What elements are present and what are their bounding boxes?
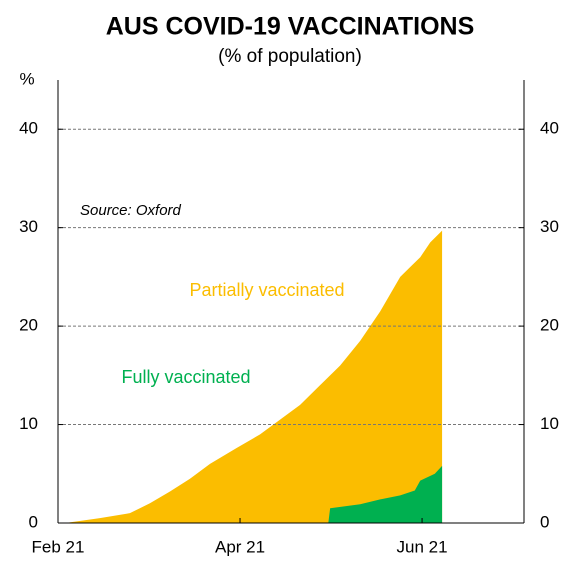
y2-tick-label: 30 xyxy=(540,217,559,236)
y-tick-label: 0 xyxy=(29,512,38,531)
source-note: Source: Oxford xyxy=(80,202,182,219)
y-tick-label: 10 xyxy=(19,414,38,433)
y2-tick-label: 20 xyxy=(540,316,559,335)
x-tick-label: Feb 21 xyxy=(32,537,85,556)
area xyxy=(65,230,443,523)
chart-title: AUS COVID-19 VACCINATIONS xyxy=(106,13,475,41)
y2-tick-label: 40 xyxy=(540,119,559,138)
area xyxy=(328,465,443,523)
y2-tick-label: 0 xyxy=(540,512,549,531)
series-label: Partially vaccinated xyxy=(189,280,344,300)
y-tick-label: 40 xyxy=(19,119,38,138)
x-tick-label: Jun 21 xyxy=(397,537,448,556)
chart-subtitle: (% of population) xyxy=(218,46,362,67)
y-tick-label: 30 xyxy=(19,217,38,236)
y2-tick-label: 10 xyxy=(540,414,559,433)
series-label: Fully vaccinated xyxy=(121,367,250,387)
y-tick-label: 20 xyxy=(19,316,38,335)
y-unit: % xyxy=(19,69,34,88)
x-tick-label: Apr 21 xyxy=(215,537,265,556)
